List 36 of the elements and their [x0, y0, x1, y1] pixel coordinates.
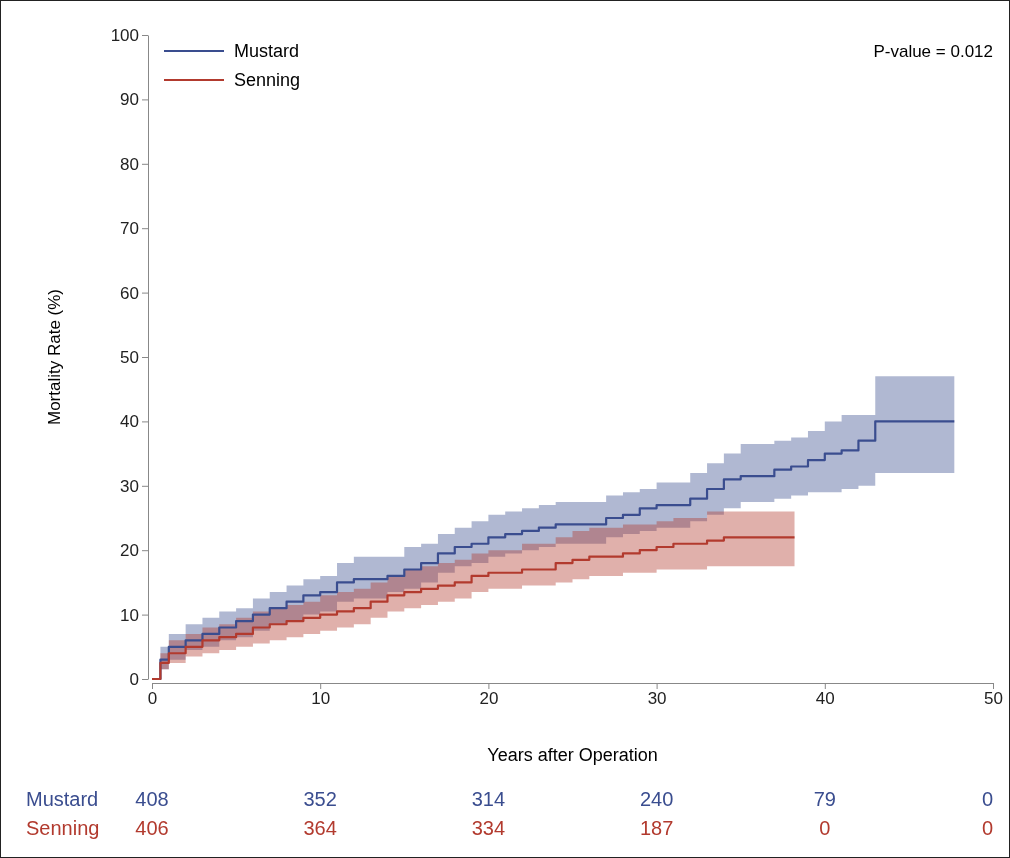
- y-tick-label: 20: [120, 541, 139, 561]
- y-tick-label: 70: [120, 219, 139, 239]
- text: 334: [471, 817, 506, 839]
- x-tick-label: 30: [647, 689, 667, 709]
- y-tick-label: 50: [120, 347, 139, 367]
- text: 406: [135, 817, 169, 839]
- y-tick-label: 0: [129, 669, 139, 689]
- y-tick-label: 10: [120, 605, 139, 625]
- text: 314: [471, 788, 506, 810]
- y-axis-title: Mortality Rate (%): [45, 288, 64, 426]
- x-tick-label: 50: [984, 689, 1003, 709]
- text: Senning: [26, 817, 100, 839]
- annotation: P-value = 0.012: [873, 42, 993, 61]
- x-tick-label: 0: [147, 689, 158, 709]
- text: 187: [639, 817, 674, 839]
- x-tick-label: 20: [479, 689, 499, 709]
- text: 79: [813, 788, 836, 810]
- y-tick-label: 90: [120, 90, 139, 110]
- x-tick-label: 40: [815, 689, 835, 709]
- legend-label: Mustard: [234, 41, 300, 61]
- text: 0: [981, 817, 993, 839]
- y-tick-label: 80: [120, 154, 139, 174]
- text: 0: [981, 788, 993, 810]
- x-axis-title: Years after Operation: [487, 745, 658, 765]
- y-tick-label: 60: [120, 283, 139, 303]
- y-tick-label: 40: [120, 412, 139, 432]
- text: 408: [135, 788, 169, 810]
- text: Mustard: [26, 788, 99, 810]
- text: 352: [303, 788, 337, 810]
- y-tick-label: 30: [120, 476, 139, 496]
- text: 0: [819, 817, 831, 839]
- text: 364: [303, 817, 337, 839]
- x-tick-label: 10: [311, 689, 331, 709]
- legend-label: Senning: [234, 70, 301, 90]
- text: 240: [639, 788, 674, 810]
- y-tick-label: 100: [110, 25, 139, 45]
